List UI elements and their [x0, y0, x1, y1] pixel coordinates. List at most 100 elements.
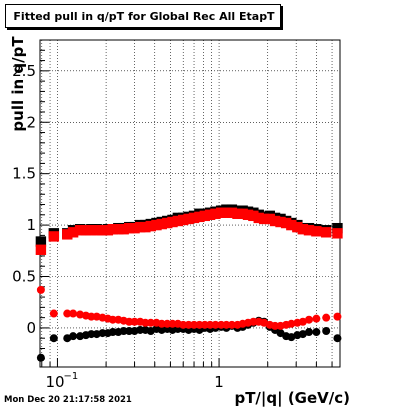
- data-point-square: [91, 225, 102, 236]
- data-point-square: [48, 231, 60, 242]
- data-point-circle: [36, 285, 45, 294]
- data-point-circle: [69, 309, 78, 318]
- data-point-circle: [312, 328, 321, 337]
- plot-frame: [39, 39, 341, 368]
- data-point-circle: [157, 319, 166, 328]
- timestamp-footer: Mon Dec 20 21:17:58 2021: [4, 395, 132, 405]
- data-point-circle: [333, 334, 342, 343]
- data-point-circle: [108, 328, 117, 337]
- data-point-square: [292, 221, 303, 233]
- data-point-circle: [304, 328, 313, 337]
- data-point-square: [35, 236, 47, 247]
- data-point-circle: [69, 332, 78, 341]
- y-tick-label: 0.5: [12, 268, 36, 286]
- data-point-square: [215, 207, 227, 218]
- data-point-square: [140, 221, 151, 233]
- data-point-square: [210, 208, 221, 219]
- data-point-square: [269, 215, 281, 227]
- data-point-square: [303, 225, 315, 236]
- data-point-square: [86, 225, 97, 236]
- data-point-square: [258, 213, 270, 225]
- data-point-square: [134, 221, 146, 233]
- data-point-square: [124, 222, 135, 234]
- data-point-square: [237, 208, 248, 219]
- data-point-circle: [119, 327, 128, 336]
- data-point-square: [194, 211, 205, 223]
- data-point-square: [107, 224, 118, 235]
- data-point-square: [145, 220, 156, 232]
- data-point-circle: [63, 309, 72, 318]
- data-point-square: [67, 227, 79, 238]
- y-tick-label: 2: [26, 113, 36, 131]
- data-point-square: [35, 244, 47, 255]
- data-point-square: [226, 207, 238, 218]
- data-point-square: [151, 219, 162, 231]
- series-group: [35, 207, 343, 255]
- data-point-circle: [287, 319, 296, 328]
- data-point-circle: [49, 309, 58, 318]
- data-point-square: [156, 218, 167, 230]
- x-tick-label-base: 10: [45, 373, 64, 391]
- data-point-square: [188, 212, 200, 224]
- data-point-circle: [298, 330, 307, 339]
- data-point-square: [311, 226, 322, 237]
- data-point-circle: [287, 333, 296, 342]
- x-tick-label-exponent: −1: [63, 371, 78, 382]
- data-point-square: [167, 216, 178, 228]
- data-point-square: [113, 224, 124, 235]
- data-point-square: [172, 215, 184, 227]
- data-point-circle: [222, 320, 231, 329]
- data-point-circle: [322, 327, 331, 336]
- data-point-square: [286, 219, 297, 231]
- data-point-square: [199, 210, 210, 222]
- data-point-circle: [211, 320, 220, 329]
- data-point-square: [129, 222, 140, 234]
- data-point-square: [204, 209, 216, 221]
- data-point-square: [320, 227, 332, 238]
- data-point-square: [162, 217, 173, 229]
- data-point-circle: [130, 317, 139, 326]
- data-point-square: [297, 224, 309, 235]
- data-point-square: [62, 229, 73, 240]
- data-point-circle: [108, 315, 117, 324]
- data-point-circle: [312, 314, 321, 323]
- y-tick-label: 1.5: [12, 165, 36, 183]
- data-point-square: [275, 216, 286, 228]
- data-point-square: [232, 208, 243, 219]
- y-axis-label: pull in q/pT: [9, 36, 27, 132]
- series-group: [36, 285, 342, 330]
- tick-labels: 0 0.5 1 1.5 2 2.5 10−1 1: [12, 62, 224, 391]
- data-point-circle: [271, 321, 280, 330]
- data-point-circle: [304, 315, 313, 324]
- data-point-circle: [36, 353, 45, 362]
- data-point-square: [178, 214, 189, 226]
- data-point-square: [264, 213, 276, 225]
- data-point-circle: [227, 320, 236, 329]
- data-point-square: [221, 207, 232, 218]
- data-series: [35, 204, 343, 362]
- data-point-circle: [298, 317, 307, 326]
- data-point-circle: [322, 313, 331, 322]
- data-point-square: [80, 225, 92, 236]
- data-point-square: [118, 224, 129, 235]
- data-point-square: [280, 217, 292, 229]
- x-tick-label: 1: [214, 373, 224, 391]
- data-point-square: [74, 225, 86, 236]
- y-tick-label: 1: [26, 216, 36, 234]
- chart-title-box: Fitted pull in q/pT for Global Rec All E…: [5, 4, 281, 28]
- data-point-square: [332, 228, 343, 239]
- data-point-circle: [146, 318, 155, 327]
- axes: [39, 39, 341, 368]
- data-point-square: [97, 225, 108, 236]
- data-point-circle: [333, 312, 342, 321]
- y-tick-label: 0: [26, 319, 36, 337]
- data-point-square: [242, 209, 254, 221]
- axis-ticks: [40, 49, 333, 367]
- x-axis-label: pT/|q| (GeV/c): [234, 389, 350, 407]
- data-point-circle: [49, 334, 58, 343]
- data-point-square: [253, 212, 264, 224]
- data-point-square: [248, 210, 259, 222]
- data-point-square: [183, 213, 194, 225]
- chart-title: Fitted pull in q/pT for Global Rec All E…: [13, 10, 275, 23]
